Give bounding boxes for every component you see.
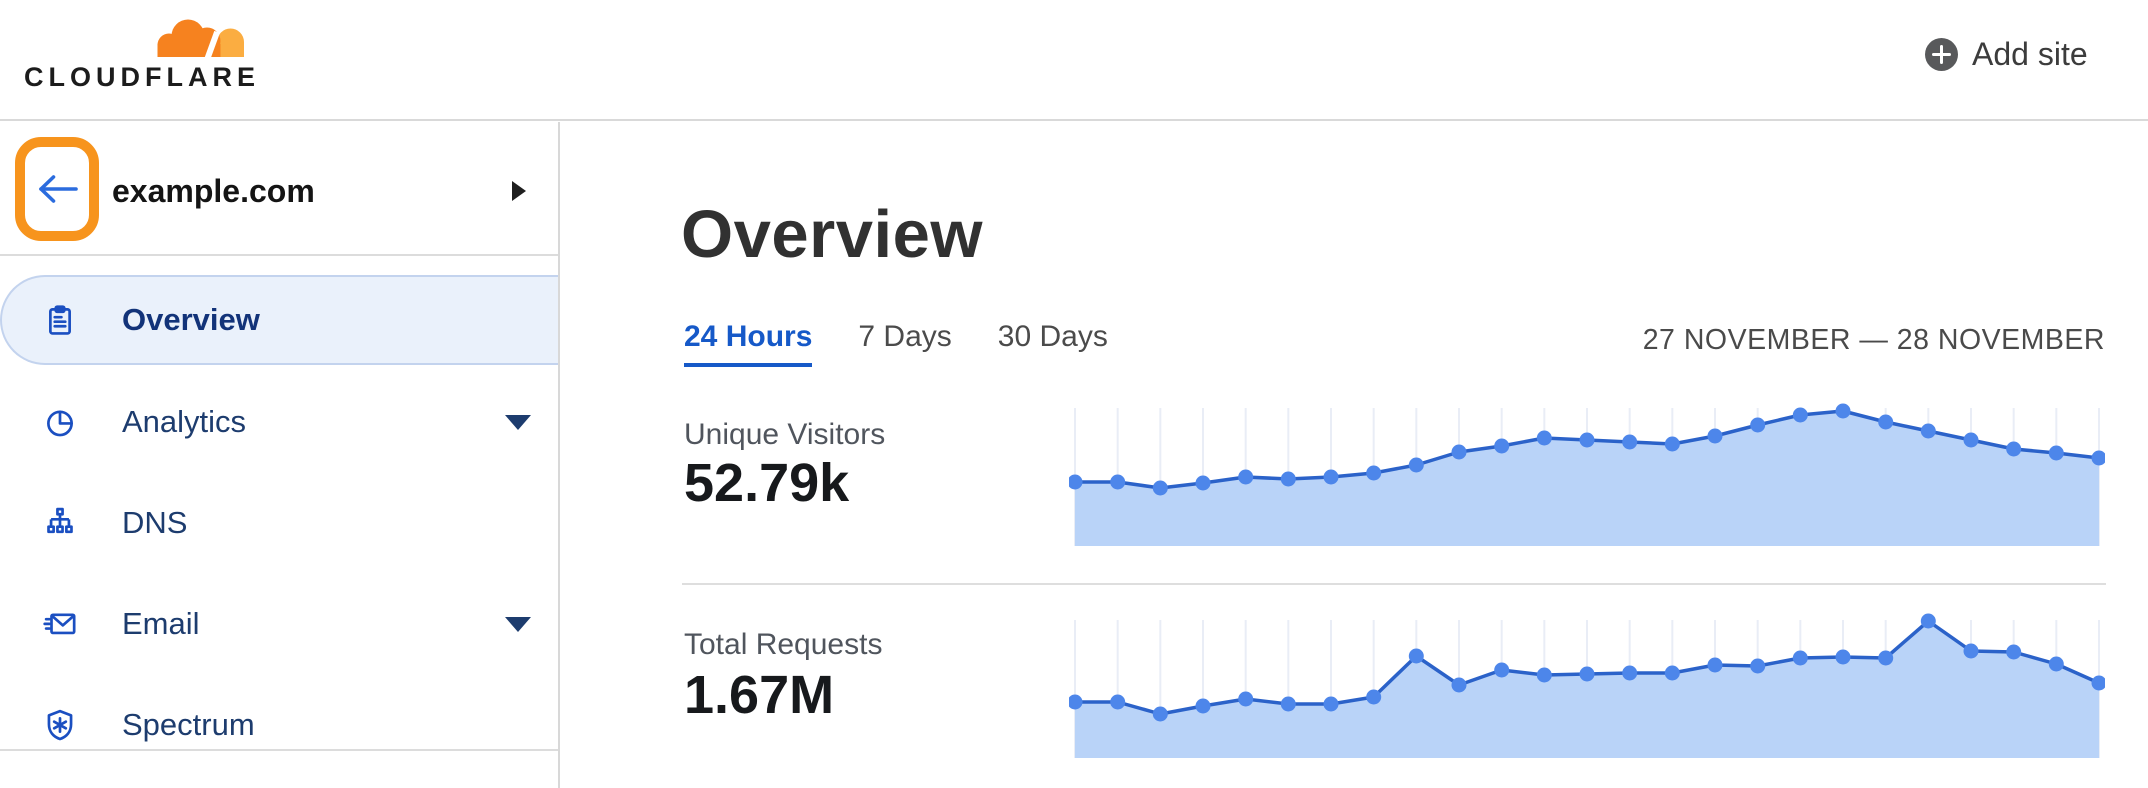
sidebar-item-dns[interactable]: DNS: [0, 472, 558, 573]
back-arrow-icon: [39, 175, 78, 203]
total-requests-chart[interactable]: [1069, 612, 2105, 764]
unique-visitors-chart[interactable]: [1069, 400, 2105, 552]
network-icon: [47, 507, 73, 533]
add-site-label: Add site: [1972, 36, 2088, 72]
plus-circle-icon: [1925, 38, 1958, 71]
sidebar-item-label: Email: [122, 605, 200, 641]
sidebar-item-label: DNS: [122, 504, 188, 540]
metrics-divider: [682, 583, 2106, 585]
site-switcher-caret-icon[interactable]: [512, 181, 526, 201]
total-requests-value: 1.67M: [684, 665, 835, 725]
tab-7-days[interactable]: 7 Days: [858, 320, 952, 353]
total-requests-label: Total Requests: [684, 628, 883, 661]
cloudflare-cloud-icon: [157, 19, 244, 62]
page-title: Overview: [681, 197, 983, 272]
sidebar-item-spectrum[interactable]: Spectrum: [0, 674, 558, 775]
sidebar-divider-top: [0, 254, 558, 256]
clipboard-icon: [49, 305, 71, 335]
cloudflare-wordmark: CLOUDFLARE: [24, 62, 260, 92]
date-range-label: 27 NOVEMBER — 28 NOVEMBER: [1642, 324, 2105, 356]
sidebar-item-label: Spectrum: [122, 706, 255, 742]
unique-visitors-value: 52.79k: [684, 453, 850, 513]
annotation-highlight-box: [15, 137, 99, 241]
back-button[interactable]: [25, 147, 89, 231]
time-range-tabs: 24 Hours 7 Days 30 Days: [684, 320, 1108, 367]
tab-30-days[interactable]: 30 Days: [997, 320, 1108, 353]
sidebar-nav: Overview Analytics DNS: [0, 270, 558, 775]
sidebar: example.com Overview Analytics: [0, 122, 560, 788]
cloudflare-logo-link[interactable]: CLOUDFLARE: [0, 0, 300, 121]
unique-visitors-label: Unique Visitors: [684, 418, 886, 451]
chevron-down-icon[interactable]: [505, 415, 531, 430]
sidebar-item-email[interactable]: Email: [0, 573, 558, 674]
pie-chart-icon: [47, 409, 73, 436]
shield-icon: [47, 709, 73, 740]
site-name: example.com: [112, 173, 315, 209]
top-header: CLOUDFLARE Add site: [0, 0, 2148, 121]
sidebar-item-analytics[interactable]: Analytics: [0, 371, 558, 472]
add-site-button[interactable]: Add site: [1925, 36, 2088, 73]
envelope-icon: [43, 612, 76, 634]
tab-24-hours[interactable]: 24 Hours: [684, 320, 813, 367]
sidebar-divider-bottom: [0, 749, 558, 751]
sidebar-item-label: Overview: [122, 302, 260, 337]
sidebar-item-overview[interactable]: Overview: [0, 275, 558, 365]
sidebar-item-label: Analytics: [122, 403, 247, 439]
chevron-down-icon[interactable]: [505, 617, 531, 632]
